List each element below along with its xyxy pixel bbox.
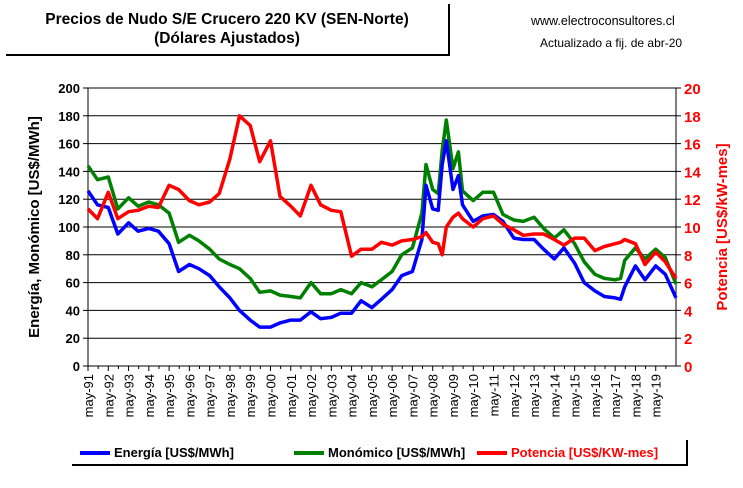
y-right-tick-label: 8 [684, 248, 692, 265]
legend-swatch-monomico [294, 450, 324, 455]
x-tick-label: may-95 [162, 374, 177, 417]
x-tick-label: may-96 [182, 374, 197, 417]
x-tick-label: may-01 [284, 374, 299, 417]
y-left-tick-label: 20 [66, 331, 80, 346]
y-left-tick-label: 200 [58, 81, 80, 96]
x-tick-label: may-13 [527, 374, 542, 417]
chart-title: Precios de Nudo S/E Crucero 220 KV (SEN-… [45, 11, 409, 28]
y-right-tick-label: 0 [684, 359, 692, 376]
y-left-tick-label: 180 [58, 109, 80, 124]
y-right-tick-label: 18 [684, 109, 701, 126]
legend-item-monomico: Monómico [US$/MWh] [294, 445, 465, 460]
x-tick-label: may-14 [547, 374, 562, 417]
y-right-tick-label: 2 [684, 331, 692, 348]
website-label: www.electroconsultores.cl [531, 14, 675, 28]
x-tick-label: may-97 [203, 374, 218, 417]
x-tick-label: may-02 [304, 374, 319, 417]
series-line-monomico [86, 118, 678, 300]
legend-label-monomico: Monómico [US$/MWh] [328, 445, 466, 460]
y-left-axis-title: Energía, Monómico [US$/MWh] [26, 116, 43, 338]
x-tick-label: may-15 [568, 374, 583, 417]
x-tick-label: may-05 [365, 374, 380, 417]
x-tick-label: may-04 [345, 374, 360, 417]
x-tick-label: may-12 [507, 374, 522, 417]
x-tick-label: may-06 [385, 374, 400, 417]
x-tick-label: may-16 [588, 374, 603, 417]
legend-item-potencia: Potencia [US$/KW-mes] [477, 445, 658, 460]
y-right-tick-label: 10 [684, 220, 701, 237]
y-right-tick-label: 20 [684, 81, 701, 98]
x-tick-label: may-98 [223, 374, 238, 417]
x-tick-label: may-92 [101, 374, 116, 417]
x-tick-label: may-19 [649, 374, 664, 417]
x-tick-label: may-07 [405, 374, 420, 417]
y-right-tick-label: 14 [684, 164, 701, 181]
x-tick-label: may-99 [243, 374, 258, 417]
legend-item-energia: Energía [US$/MWh] [80, 445, 234, 460]
series-line-energia [86, 139, 678, 329]
y-left-tick-label: 160 [58, 137, 80, 152]
legend-label-potencia: Potencia [US$/KW-mes] [511, 445, 659, 460]
y-left-tick-label: 80 [66, 248, 80, 263]
x-tick-label: may-08 [426, 374, 441, 417]
x-tick-label: may-18 [628, 374, 643, 417]
y-right-tick-label: 12 [684, 192, 701, 209]
updated-label: Actualizado a fij. de abr-20 [540, 36, 683, 50]
y-left-tick-label: 0 [73, 359, 80, 374]
x-tick-label: may-00 [263, 374, 278, 417]
chart-title-box: Precios de Nudo S/E Crucero 220 KV (SEN-… [6, 4, 450, 56]
x-tick-label: may-09 [446, 374, 461, 417]
legend-swatch-energia [80, 450, 110, 455]
y-left-tick-label: 40 [66, 303, 80, 318]
chart-subtitle: (Dólares Ajustados) [154, 30, 300, 47]
y-left-tick-label: 100 [58, 220, 80, 235]
x-tick-label: may-91 [81, 374, 96, 417]
x-tick-label: may-94 [142, 374, 157, 417]
chart-legend: Energía [US$/MWh] Monómico [US$/MWh] Pot… [72, 440, 688, 466]
x-tick-label: may-11 [487, 374, 502, 416]
y-left-tick-label: 120 [58, 192, 80, 207]
y-right-tick-label: 6 [684, 276, 692, 293]
x-tick-label: may-10 [466, 374, 481, 417]
x-tick-label: may-03 [324, 374, 339, 417]
y-left-tick-label: 140 [58, 164, 80, 179]
y-right-tick-label: 4 [684, 303, 693, 320]
x-tick-label: may-93 [122, 374, 137, 417]
y-left-tick-label: 60 [66, 276, 80, 291]
series-line-potencia [86, 114, 678, 280]
y-right-axis-title: Potencia [US$/kW-mes] [714, 143, 731, 310]
legend-label-energia: Energía [US$/MWh] [114, 445, 234, 460]
legend-swatch-potencia [477, 450, 507, 455]
x-tick-label: may-17 [608, 374, 623, 417]
y-right-tick-label: 16 [684, 137, 701, 154]
